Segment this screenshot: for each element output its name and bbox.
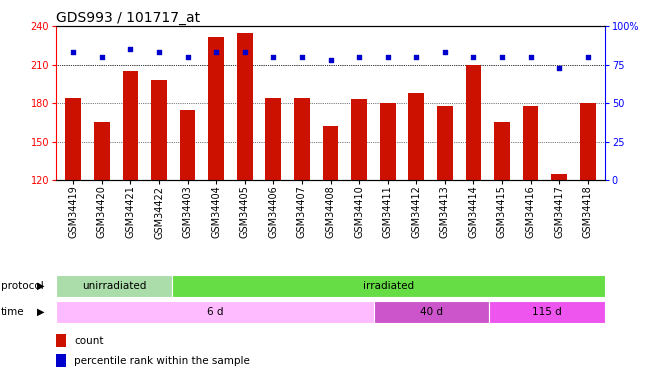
Bar: [323, 126, 338, 180]
Bar: [523, 106, 538, 180]
Point: [239, 50, 250, 55]
Bar: [123, 71, 138, 180]
Text: time: time: [1, 307, 24, 317]
Point: [354, 54, 364, 60]
Point: [125, 46, 136, 53]
Point: [297, 54, 307, 60]
Point: [325, 57, 336, 63]
Point: [554, 65, 564, 71]
Text: 6 d: 6 d: [207, 307, 223, 317]
Point: [468, 54, 479, 60]
Bar: [56, 354, 66, 367]
Bar: [408, 93, 424, 180]
Point: [496, 54, 507, 60]
Text: count: count: [74, 336, 104, 346]
Bar: [56, 334, 66, 347]
Point: [582, 54, 593, 60]
Text: unirradiated: unirradiated: [82, 281, 146, 291]
Bar: [489, 301, 605, 323]
Text: 115 d: 115 d: [532, 307, 562, 317]
Point: [154, 50, 165, 55]
Point: [411, 54, 422, 60]
Bar: [380, 103, 395, 180]
Bar: [94, 122, 110, 180]
Point: [440, 50, 450, 55]
Text: 40 d: 40 d: [420, 307, 443, 317]
Bar: [465, 64, 481, 180]
Bar: [294, 98, 310, 180]
Text: percentile rank within the sample: percentile rank within the sample: [74, 356, 250, 366]
Bar: [237, 33, 253, 180]
Bar: [580, 103, 596, 180]
Text: GDS993 / 101717_at: GDS993 / 101717_at: [56, 11, 200, 25]
Bar: [56, 275, 172, 297]
Text: ▶: ▶: [37, 307, 45, 317]
Bar: [351, 99, 367, 180]
Bar: [208, 36, 224, 180]
Point: [525, 54, 536, 60]
Point: [268, 54, 279, 60]
Point: [211, 50, 221, 55]
Bar: [180, 110, 196, 180]
Bar: [65, 98, 81, 180]
Point: [97, 54, 107, 60]
Bar: [494, 122, 510, 180]
Text: protocol: protocol: [1, 281, 44, 291]
Bar: [266, 98, 281, 180]
Bar: [172, 275, 605, 297]
Text: ▶: ▶: [37, 281, 45, 291]
Point: [68, 50, 79, 55]
Text: irradiated: irradiated: [363, 281, 414, 291]
Point: [382, 54, 393, 60]
Bar: [151, 80, 167, 180]
Point: [182, 54, 193, 60]
Bar: [437, 106, 453, 180]
Bar: [56, 301, 374, 323]
Bar: [551, 174, 567, 180]
Bar: [374, 301, 489, 323]
